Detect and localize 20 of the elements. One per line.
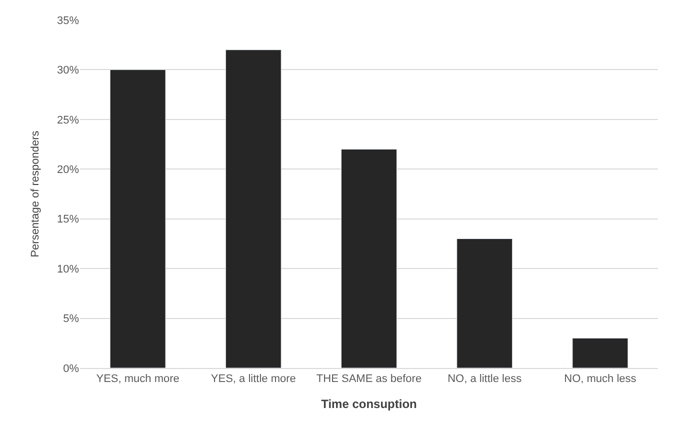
y-tick-label: 10% <box>56 263 80 276</box>
x-tick-label: NO, much less <box>564 373 637 386</box>
y-tick-label: 15% <box>56 214 80 226</box>
bar <box>456 238 513 368</box>
y-axis-title: Persentage of responders <box>30 130 42 258</box>
bar <box>341 149 397 368</box>
y-tick-label: 25% <box>56 114 80 126</box>
bar <box>225 50 282 368</box>
x-axis-title: Time consuption <box>321 397 417 412</box>
x-tick-label: NO, a little less <box>448 373 522 386</box>
y-tick-label: 0% <box>63 362 80 375</box>
x-tick-label: THE SAME as before <box>316 373 422 386</box>
x-tick-label: YES, much more <box>96 373 180 386</box>
x-tick-label: YES, a little more <box>210 373 296 386</box>
y-tick-label: 5% <box>63 313 80 326</box>
bar <box>110 69 166 368</box>
y-tick-label: 35% <box>56 14 80 27</box>
y-tick-label: 20% <box>56 164 80 176</box>
bar <box>572 338 628 368</box>
y-tick-label: 30% <box>56 64 80 77</box>
